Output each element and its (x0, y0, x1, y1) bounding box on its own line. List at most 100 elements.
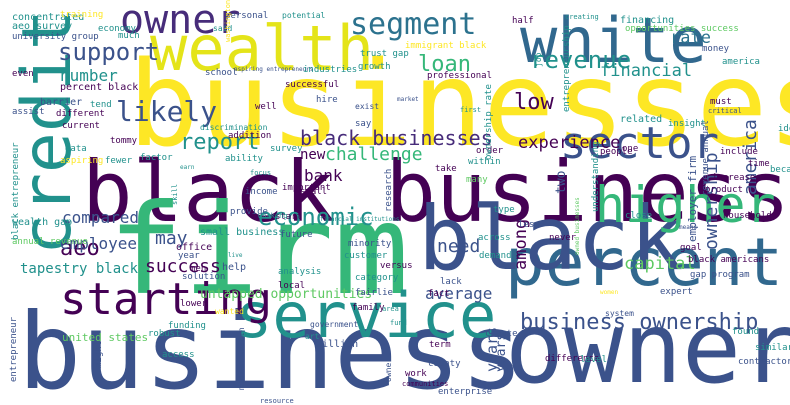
word: versus (380, 261, 413, 271)
word: segment (350, 7, 477, 42)
word: one (622, 144, 639, 154)
word: report (180, 130, 260, 155)
word: service (235, 279, 497, 352)
word: industries (303, 65, 358, 75)
word: university group (12, 32, 99, 42)
word: black (418, 187, 683, 290)
word: bank (304, 166, 343, 185)
word: never (549, 233, 577, 243)
word: related (620, 114, 663, 125)
word: resource (260, 397, 294, 405)
word: communities (402, 380, 449, 388)
word: potential (282, 11, 326, 20)
word: small business (200, 227, 285, 238)
word: even (12, 69, 34, 79)
word: factor (140, 153, 173, 163)
word: hire (316, 95, 338, 105)
word: different (56, 109, 105, 119)
word: focus (250, 169, 272, 177)
word: growth (358, 62, 391, 72)
word: success (145, 256, 221, 277)
word: businesses (128, 35, 790, 173)
word: wanted (215, 307, 244, 316)
word: robust (148, 329, 181, 339)
word: increase (712, 173, 756, 183)
word: goal (680, 243, 702, 253)
word: black entrepreneur (11, 142, 21, 240)
word: work (405, 369, 427, 379)
word: financing (620, 15, 675, 26)
word: women (600, 289, 619, 296)
word: found (732, 327, 760, 337)
word: ability (225, 154, 263, 164)
word: aspiring entrepreneurs (234, 66, 314, 73)
word: million (316, 339, 359, 350)
word: personal (225, 11, 269, 21)
word: idea (778, 124, 790, 134)
word: america (740, 119, 761, 195)
word: time (748, 159, 770, 169)
word: within (468, 157, 501, 167)
word: solution (182, 272, 226, 282)
word: tend (90, 100, 112, 110)
word: say (355, 119, 372, 129)
word: order (476, 146, 504, 156)
word: government (310, 320, 359, 329)
word: entrepreneurship (562, 25, 572, 112)
word: aspiring (60, 156, 104, 166)
word: area (382, 305, 399, 313)
word: financial (600, 61, 693, 81)
word: ownership rate (484, 84, 494, 160)
word: similar (755, 343, 790, 353)
word: category (355, 273, 399, 283)
word: average (425, 284, 493, 303)
word: loan (418, 52, 471, 77)
word: lack (440, 277, 462, 287)
word: support (58, 38, 160, 66)
word: future (280, 230, 313, 240)
word: discrimination (200, 123, 268, 132)
word: expert (660, 287, 693, 297)
word: concentrated (12, 12, 85, 23)
word: include (720, 147, 758, 157)
word: school (205, 68, 238, 78)
word: black businesses (300, 126, 493, 150)
word: black americans (688, 255, 770, 265)
word: local (278, 281, 306, 291)
word: business (18, 291, 524, 405)
word: survey (270, 144, 303, 154)
word: black business (82, 143, 790, 241)
word: year (178, 251, 200, 261)
word: economy (98, 24, 136, 34)
word: much (118, 31, 140, 41)
word: important (282, 183, 331, 193)
word: revenue (530, 46, 632, 74)
word: start (275, 212, 303, 222)
word: family (352, 303, 385, 313)
word: working (258, 212, 288, 220)
word: washington (224, 0, 232, 42)
word: aeo (60, 236, 100, 261)
word: art (305, 332, 320, 341)
word: untapped opportunities (200, 287, 373, 302)
word: need (437, 236, 481, 257)
word: provide (230, 207, 268, 217)
word: tapestry black (20, 261, 139, 277)
word: job (534, 52, 543, 67)
word: help (222, 262, 247, 273)
word: difference (545, 354, 600, 364)
word: enterprise (438, 387, 493, 397)
word: insight (668, 119, 706, 129)
word: wealth gap (12, 217, 73, 228)
word: aeo survey (12, 21, 73, 32)
word: number (60, 66, 118, 85)
word: well (255, 102, 277, 112)
word: people (600, 147, 633, 157)
word: professional (427, 71, 493, 81)
word: money (702, 44, 730, 54)
word: new (300, 147, 326, 163)
word: office (176, 242, 213, 253)
word: may (155, 228, 188, 249)
